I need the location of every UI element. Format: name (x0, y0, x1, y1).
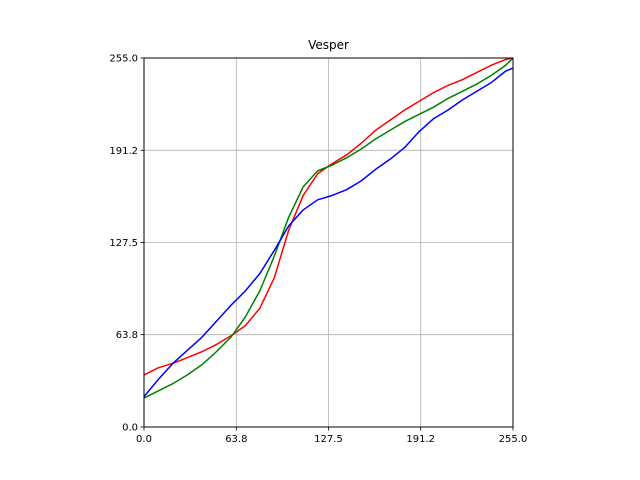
x-tick-label: 255.0 (499, 434, 528, 445)
y-tick-label: 127.5 (109, 238, 138, 249)
y-tick-label: 191.2 (109, 146, 138, 157)
series-green-line (143, 57, 514, 399)
x-tick-label: 63.8 (225, 434, 247, 445)
series-lines (143, 57, 514, 399)
series-red-line (143, 57, 514, 376)
grid-lines (144, 58, 513, 427)
x-tick-label: 127.5 (314, 434, 343, 445)
axis-ticks: 0.0 63.8 127.5 191.2 255.0 0.0 63.8 127.5 191.2 2… (109, 54, 527, 446)
chart-title: Vesper (308, 38, 349, 52)
y-tick-label: 255.0 (109, 54, 138, 65)
series-blue-line (143, 67, 514, 398)
y-tick-label: 0.0 (122, 423, 138, 434)
x-tick-label: 0.0 (136, 434, 152, 445)
y-tick-label: 63.8 (116, 330, 138, 341)
x-tick-label: 191.2 (406, 434, 435, 445)
